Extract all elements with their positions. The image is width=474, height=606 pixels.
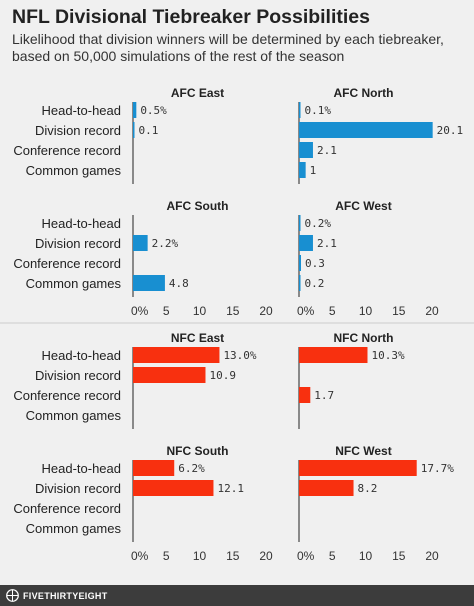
- category-label: Division record: [35, 236, 121, 251]
- x-tick-label: 0%: [297, 549, 315, 563]
- bar: [299, 275, 301, 291]
- category-label: Division record: [35, 481, 121, 496]
- category-label: Head-to-head: [42, 461, 122, 476]
- bar: [133, 102, 137, 118]
- data-label: 13.0%: [223, 349, 256, 362]
- x-tick-label: 10: [359, 304, 373, 318]
- bar: [133, 460, 175, 476]
- page-title: NFL Divisional Tiebreaker Possibilities: [12, 6, 370, 28]
- bar: [299, 215, 301, 231]
- data-label: 2.1: [317, 144, 337, 157]
- category-label: Common games: [26, 276, 122, 291]
- x-tick-label: 0%: [297, 304, 315, 318]
- x-tick-label: 15: [392, 549, 406, 563]
- panel-title: AFC East: [171, 86, 224, 100]
- bar: [299, 387, 311, 403]
- category-label: Conference record: [13, 143, 121, 158]
- fivethirtyeight-logo-icon: [6, 589, 19, 602]
- data-label: 10.9: [209, 369, 236, 382]
- category-label: Head-to-head: [42, 216, 122, 231]
- x-tick-label: 20: [259, 549, 273, 563]
- bar: [299, 347, 368, 363]
- data-label: 10.3%: [371, 349, 404, 362]
- bar: [133, 480, 214, 496]
- x-tick-label: 0%: [131, 549, 149, 563]
- x-tick-label: 5: [163, 304, 170, 318]
- tiebreaker-chart: AFC East Head-to-head Division record Confe…: [0, 86, 474, 563]
- x-tick-label: 10: [193, 549, 207, 563]
- panel-title: NFC East: [171, 331, 224, 345]
- data-label: 1.7: [314, 389, 334, 402]
- data-label: 4.8: [169, 277, 189, 290]
- category-label: Division record: [35, 123, 121, 138]
- data-label: 0.3: [305, 257, 325, 270]
- x-tick-label: 5: [163, 549, 170, 563]
- bar: [133, 122, 135, 138]
- panel-title: NFC North: [334, 331, 394, 345]
- data-label: 0.1: [139, 124, 159, 137]
- bar: [299, 480, 354, 496]
- panel-title: NFC West: [335, 444, 391, 458]
- bar: [299, 102, 301, 118]
- bar: [133, 347, 220, 363]
- data-label: 2.2%: [152, 237, 179, 250]
- bar: [133, 235, 148, 251]
- panel-title: AFC West: [335, 199, 391, 213]
- data-label: 6.2%: [178, 462, 205, 475]
- subtitle-line-2: based on 50,000 simulations of the rest …: [12, 48, 345, 64]
- x-tick-label: 5: [329, 304, 336, 318]
- bar: [299, 255, 301, 271]
- data-label: 8.2: [358, 482, 378, 495]
- x-tick-label: 20: [425, 549, 439, 563]
- data-label: 0.1%: [305, 104, 332, 117]
- bar: [299, 142, 313, 158]
- panel-title: AFC North: [334, 86, 394, 100]
- category-label: Conference record: [13, 256, 121, 271]
- x-tick-label: 20: [259, 304, 273, 318]
- footer-logo: FIVETHIRTYEIGHT: [6, 589, 108, 602]
- x-tick-label: 5: [329, 549, 336, 563]
- category-label: Division record: [35, 368, 121, 383]
- panel-title: AFC South: [167, 199, 229, 213]
- category-label: Conference record: [13, 388, 121, 403]
- x-tick-label: 20: [425, 304, 439, 318]
- category-label: Head-to-head: [42, 348, 122, 363]
- x-tick-label: 0%: [131, 304, 149, 318]
- data-label: 2.1: [317, 237, 337, 250]
- data-label: 0.5%: [140, 104, 167, 117]
- data-label: 1: [310, 164, 317, 177]
- subtitle-line-1: Likelihood that division winners will be…: [12, 31, 444, 47]
- x-tick-label: 10: [193, 304, 207, 318]
- bar: [299, 460, 417, 476]
- category-label: Common games: [26, 521, 122, 536]
- x-tick-label: 15: [226, 549, 240, 563]
- bar: [133, 275, 165, 291]
- data-label: 0.2: [305, 277, 325, 290]
- data-label: 17.7%: [421, 462, 454, 475]
- category-label: Common games: [26, 163, 122, 178]
- category-label: Conference record: [13, 501, 121, 516]
- bar: [133, 367, 206, 383]
- bar: [299, 122, 433, 138]
- data-label: 12.1: [217, 482, 244, 495]
- x-tick-label: 10: [359, 549, 373, 563]
- category-label: Common games: [26, 408, 122, 423]
- footer-brand: FIVETHIRTYEIGHT: [23, 590, 108, 601]
- data-label: 20.1: [437, 124, 464, 137]
- x-tick-label: 15: [226, 304, 240, 318]
- data-label: 0.2%: [305, 217, 332, 230]
- category-label: Head-to-head: [42, 103, 122, 118]
- x-tick-label: 15: [392, 304, 406, 318]
- bar: [299, 235, 313, 251]
- bar: [299, 162, 306, 178]
- footer-bar: FIVETHIRTYEIGHT: [0, 585, 474, 606]
- panel-title: NFC South: [167, 444, 229, 458]
